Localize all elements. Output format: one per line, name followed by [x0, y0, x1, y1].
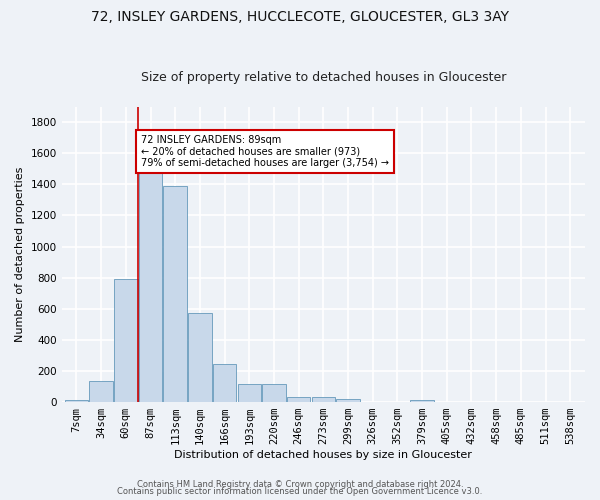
Bar [336, 399, 360, 402]
Bar [114, 279, 137, 402]
Text: Contains public sector information licensed under the Open Government Licence v3: Contains public sector information licen… [118, 488, 482, 496]
Bar [262, 384, 286, 402]
X-axis label: Distribution of detached houses by size in Gloucester: Distribution of detached houses by size … [175, 450, 472, 460]
Text: Contains HM Land Registry data © Crown copyright and database right 2024.: Contains HM Land Registry data © Crown c… [137, 480, 463, 489]
Bar [238, 384, 261, 402]
Text: 72 INSLEY GARDENS: 89sqm
← 20% of detached houses are smaller (973)
79% of semi-: 72 INSLEY GARDENS: 89sqm ← 20% of detach… [140, 134, 389, 168]
Bar [163, 186, 187, 402]
Y-axis label: Number of detached properties: Number of detached properties [15, 166, 25, 342]
Bar [410, 400, 434, 402]
Title: Size of property relative to detached houses in Gloucester: Size of property relative to detached ho… [140, 72, 506, 85]
Bar [89, 381, 113, 402]
Bar [65, 400, 88, 402]
Bar [188, 312, 212, 402]
Bar [139, 170, 162, 402]
Bar [213, 364, 236, 402]
Bar [311, 398, 335, 402]
Bar [287, 398, 310, 402]
Text: 72, INSLEY GARDENS, HUCCLECOTE, GLOUCESTER, GL3 3AY: 72, INSLEY GARDENS, HUCCLECOTE, GLOUCEST… [91, 10, 509, 24]
